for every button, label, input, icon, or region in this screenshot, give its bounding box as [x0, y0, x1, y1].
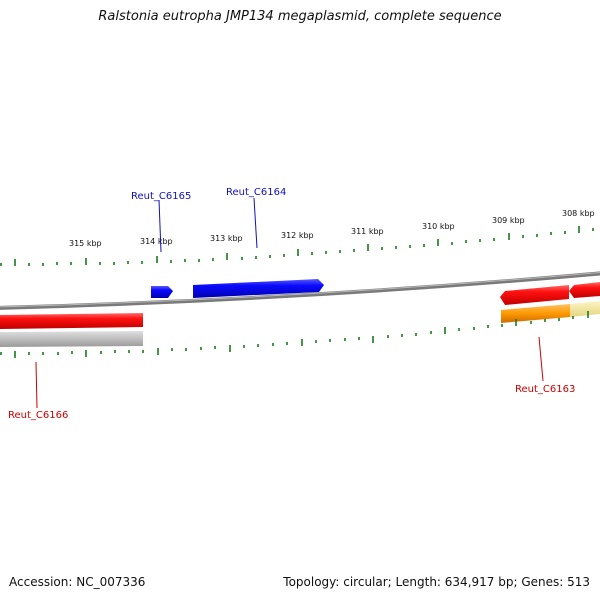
- scale-label: 308 kbp: [562, 209, 595, 218]
- map-title: Ralstonia eutropha JMP134 megaplasmid, c…: [98, 9, 502, 24]
- gene-red-right[interactable]: [569, 282, 600, 298]
- scale-label: 314 kbp: [140, 237, 173, 246]
- scale-label: 311 kbp: [351, 227, 384, 236]
- gene-label-reut-c6166: Reut_C6166: [8, 410, 68, 421]
- feature-orange: [501, 304, 570, 323]
- inner-scale-ticks: [0, 311, 589, 358]
- gene-label-reut-c6164: Reut_C6164: [226, 187, 286, 198]
- scale-labels: 315 kbp 314 kbp 313 kbp 312 kbp 311 kbp …: [69, 209, 595, 248]
- gene-reut-c6164[interactable]: [193, 279, 324, 298]
- accession-text: Accession: NC_007336: [9, 575, 146, 589]
- scale-label: 310 kbp: [422, 222, 455, 231]
- plasmid-backbone-highlight: [0, 271, 600, 308]
- scale-label: 315 kbp: [69, 239, 102, 248]
- gene-label-group-c6166: Reut_C6166: [8, 361, 68, 421]
- scale-label: 313 kbp: [210, 234, 243, 243]
- scale-label: 309 kbp: [492, 216, 525, 225]
- gene-label-group-c6164: Reut_C6164: [226, 187, 286, 249]
- gene-reut-c6166[interactable]: [0, 313, 143, 329]
- gene-label-group-c6165: Reut_C6165: [131, 191, 191, 253]
- gene-reut-c6165[interactable]: [151, 286, 173, 298]
- feature-pale-yellow: [570, 301, 600, 317]
- outer-scale-ticks: [0, 226, 594, 266]
- gene-label-reut-c6163: Reut_C6163: [515, 384, 575, 395]
- gene-reut-c6163[interactable]: [500, 285, 569, 305]
- topology-summary-text: Topology: circular; Length: 634,917 bp; …: [283, 575, 590, 589]
- gene-label-group-c6163: Reut_C6163: [515, 336, 575, 395]
- plasmid-backbone: [0, 271, 600, 310]
- scale-label: 312 kbp: [281, 231, 314, 240]
- gene-label-reut-c6165: Reut_C6165: [131, 191, 191, 202]
- feature-grey-left: [0, 331, 143, 347]
